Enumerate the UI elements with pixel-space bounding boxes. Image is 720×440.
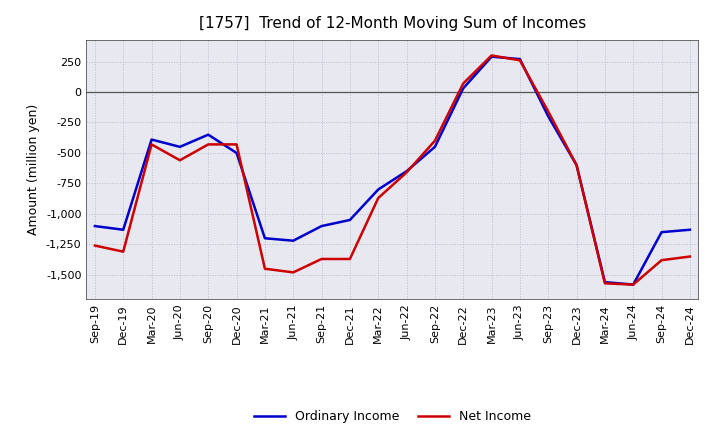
Ordinary Income	[176, 144, 184, 150]
Title: [1757]  Trend of 12-Month Moving Sum of Incomes: [1757] Trend of 12-Month Moving Sum of I…	[199, 16, 586, 32]
Net Income	[459, 81, 467, 86]
Net Income	[544, 109, 552, 114]
Net Income	[91, 243, 99, 248]
Ordinary Income	[204, 132, 212, 137]
Ordinary Income	[374, 187, 382, 192]
Net Income	[516, 58, 524, 63]
Net Income	[119, 249, 127, 254]
Ordinary Income	[233, 150, 241, 156]
Net Income	[572, 162, 581, 168]
Net Income	[289, 270, 297, 275]
Ordinary Income	[685, 227, 694, 232]
Net Income	[402, 170, 411, 175]
Ordinary Income	[91, 224, 99, 229]
Net Income	[657, 257, 666, 263]
Legend: Ordinary Income, Net Income: Ordinary Income, Net Income	[248, 405, 536, 428]
Ordinary Income	[572, 162, 581, 168]
Line: Ordinary Income: Ordinary Income	[95, 57, 690, 285]
Ordinary Income	[516, 56, 524, 62]
Net Income	[233, 142, 241, 147]
Ordinary Income	[657, 230, 666, 235]
Net Income	[685, 254, 694, 259]
Net Income	[148, 142, 156, 147]
Ordinary Income	[431, 144, 439, 150]
Ordinary Income	[119, 227, 127, 232]
Ordinary Income	[459, 86, 467, 91]
Net Income	[600, 281, 609, 286]
Ordinary Income	[487, 54, 496, 59]
Net Income	[346, 257, 354, 262]
Ordinary Income	[544, 114, 552, 119]
Ordinary Income	[629, 282, 637, 287]
Net Income	[176, 158, 184, 163]
Net Income	[629, 282, 637, 287]
Net Income	[374, 195, 382, 201]
Net Income	[487, 53, 496, 58]
Ordinary Income	[289, 238, 297, 243]
Ordinary Income	[402, 169, 411, 174]
Ordinary Income	[148, 137, 156, 142]
Net Income	[204, 142, 212, 147]
Ordinary Income	[261, 236, 269, 241]
Ordinary Income	[600, 279, 609, 285]
Ordinary Income	[318, 224, 326, 229]
Line: Net Income: Net Income	[95, 55, 690, 285]
Net Income	[261, 266, 269, 271]
Y-axis label: Amount (million yen): Amount (million yen)	[27, 104, 40, 235]
Net Income	[318, 257, 326, 262]
Net Income	[431, 138, 439, 143]
Ordinary Income	[346, 217, 354, 223]
